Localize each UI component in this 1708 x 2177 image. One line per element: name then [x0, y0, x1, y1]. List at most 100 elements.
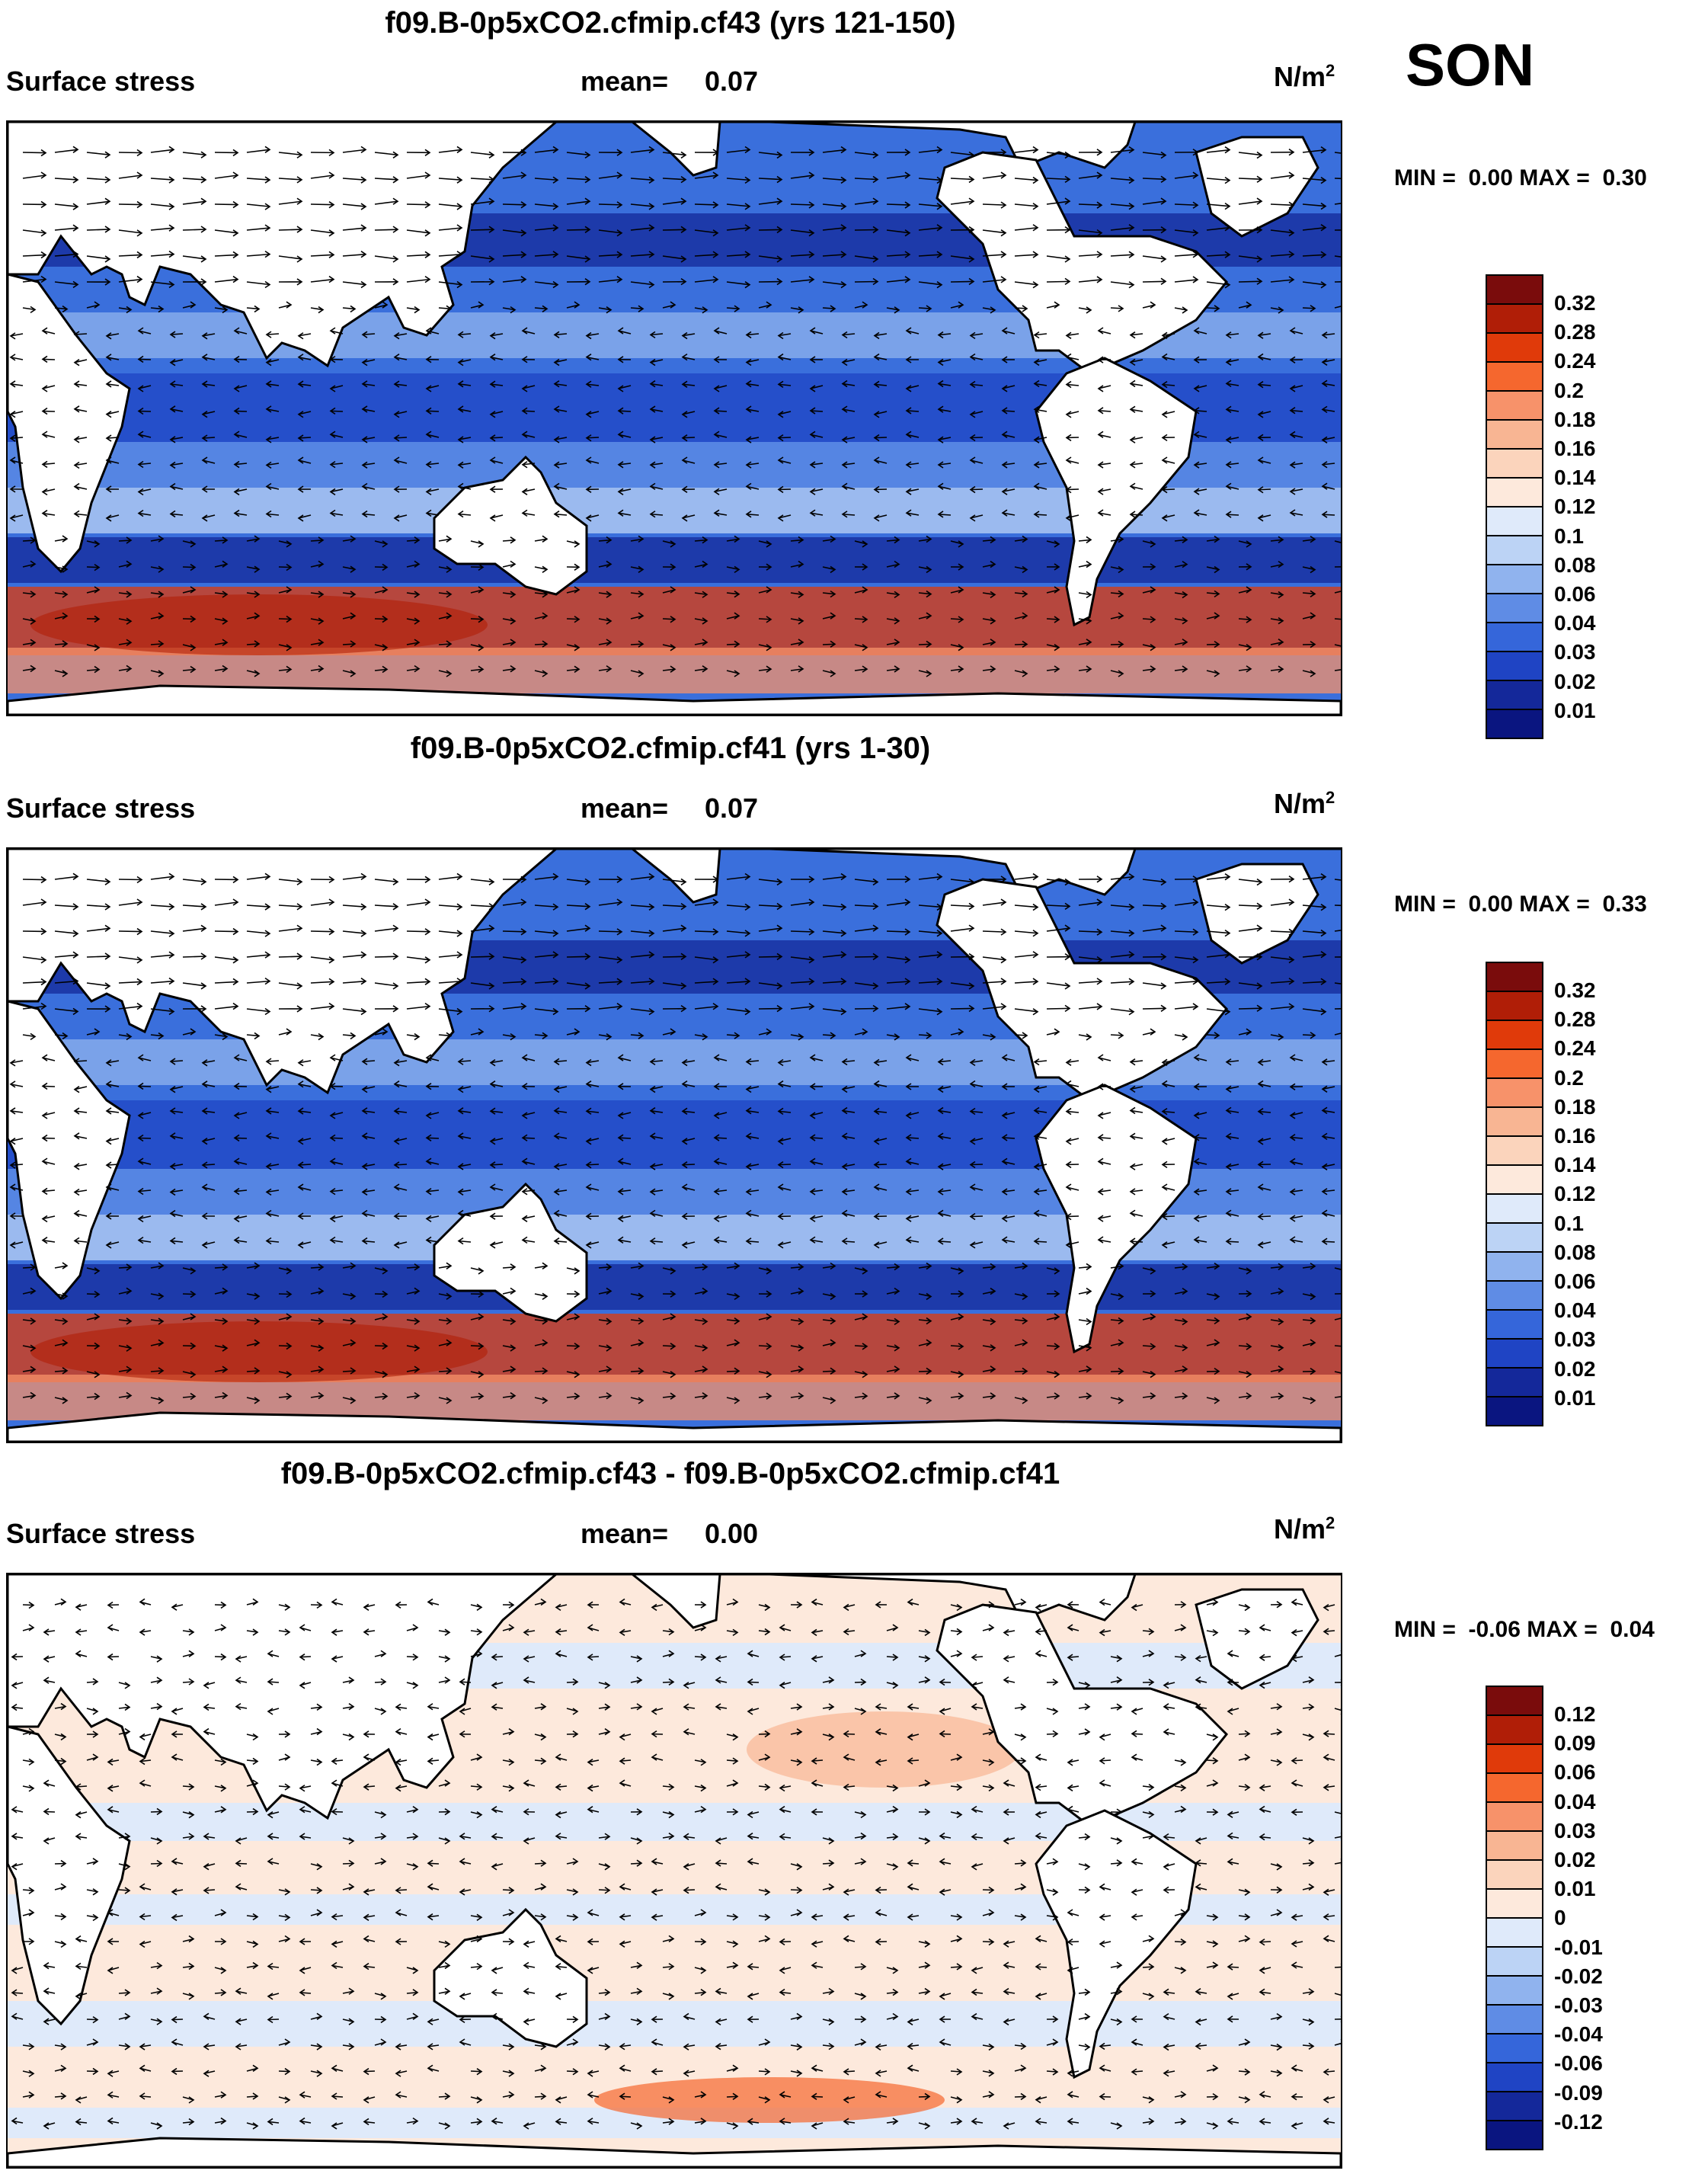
stress-arrowhead — [809, 1112, 816, 1119]
stress-arrowhead — [649, 358, 656, 367]
stress-arrow — [982, 1345, 996, 1349]
stress-arrow — [1322, 1189, 1335, 1193]
stress-arrowhead — [700, 1938, 707, 1946]
stress-arrowhead — [1163, 1728, 1169, 1736]
stress-arrow — [202, 437, 216, 439]
stress-arrow — [566, 255, 590, 260]
stress-arrow — [1034, 408, 1048, 412]
stress-arrow — [1302, 1862, 1314, 1865]
stress-arrowhead — [892, 1805, 899, 1814]
stress-arrowhead — [971, 1805, 977, 1814]
stress-arrowhead — [776, 1004, 783, 1013]
stress-arrowhead — [1224, 202, 1231, 210]
stress-arrow — [1302, 1008, 1326, 1013]
stress-arrow — [490, 411, 504, 415]
stress-arrow — [650, 1189, 664, 1193]
stress-arrowhead — [1224, 903, 1231, 911]
stress-arrowhead — [444, 1779, 451, 1787]
stress-arrow — [374, 1861, 386, 1865]
stress-arrow — [438, 281, 462, 286]
stress-arrowhead — [1278, 306, 1284, 314]
stress-arrow — [426, 434, 440, 438]
stress-arrowhead — [329, 460, 336, 469]
stress-arrowhead — [329, 509, 336, 517]
stress-arrowhead — [606, 617, 613, 625]
stress-arrowhead — [446, 305, 453, 313]
stress-arrowhead — [713, 356, 720, 363]
stress-arrowhead — [457, 461, 464, 469]
stress-arrow — [214, 307, 228, 311]
stress-arrow — [1194, 463, 1207, 466]
stress-arrowhead — [1065, 331, 1072, 339]
stress-arrowhead — [584, 952, 591, 960]
stress-arrow — [1302, 226, 1326, 231]
stress-arrowhead — [1116, 1676, 1123, 1684]
stress-arrowhead — [1033, 1058, 1040, 1066]
stress-arrowhead — [1116, 1655, 1123, 1663]
stress-arrowhead — [393, 1138, 400, 1145]
stress-arrow — [586, 383, 600, 386]
stress-arrowhead — [254, 1262, 261, 1269]
stress-arrow — [1194, 385, 1207, 389]
stress-arrow — [1302, 1293, 1316, 1298]
stress-arrow — [1099, 1630, 1111, 1634]
stress-arrowhead — [809, 509, 816, 517]
stress-arrow — [1302, 670, 1316, 674]
stress-arrow — [502, 1266, 516, 1269]
landmass-americas — [936, 878, 1229, 1102]
stress-arrow — [406, 229, 430, 234]
stress-arrow — [1110, 1342, 1124, 1346]
stress-arrowhead — [414, 1263, 421, 1271]
stress-arrowhead — [156, 1655, 163, 1663]
stress-arrow — [982, 1395, 996, 1398]
stress-arrow — [1078, 563, 1092, 568]
stress-arrowhead — [444, 1837, 451, 1845]
stress-arrowhead — [744, 251, 751, 258]
stress-arrowhead — [958, 616, 964, 623]
stress-arrowhead — [811, 1940, 817, 1948]
stress-arrowhead — [478, 1343, 485, 1350]
stress-arrow — [758, 879, 782, 883]
stress-arrowhead — [30, 1317, 37, 1325]
stress-arrow — [278, 540, 292, 545]
stress-arrow — [938, 437, 952, 440]
stress-arrowhead — [508, 1601, 515, 1609]
stress-arrowhead — [1131, 1913, 1137, 1921]
stress-arrow — [246, 281, 270, 286]
stress-arrowhead — [1195, 1859, 1201, 1867]
stress-arrow — [363, 1630, 376, 1633]
stress-arrowhead — [747, 1650, 753, 1657]
stress-arrowhead — [638, 1032, 644, 1039]
stress-arrow — [630, 670, 644, 674]
stress-arrow — [1078, 1369, 1092, 1372]
stress-arrow — [278, 1915, 290, 1919]
stress-arrowhead — [105, 1161, 112, 1169]
stress-arrow — [1270, 668, 1284, 671]
stress-arrow — [427, 1915, 440, 1918]
stress-arrow — [310, 642, 324, 645]
stress-arrow — [1270, 980, 1294, 984]
stress-arrow — [790, 1290, 804, 1295]
stress-arrow — [1002, 330, 1016, 335]
stress-arrow — [918, 1656, 930, 1660]
stress-arrowhead — [808, 978, 815, 985]
stress-arrowhead — [491, 1833, 497, 1840]
stress-arrowhead — [777, 434, 784, 442]
stress-arrow — [1034, 1164, 1048, 1168]
stress-arrow — [1014, 876, 1038, 880]
stress-arrow — [54, 253, 78, 257]
stress-arrowhead — [456, 951, 463, 959]
stress-arrowhead — [700, 1988, 707, 1996]
stress-arrowhead — [1289, 356, 1296, 363]
stress-arrow — [203, 1706, 216, 1709]
stress-arrowhead — [286, 644, 293, 651]
stress-arrowhead — [41, 509, 48, 517]
stress-arrow — [150, 1810, 162, 1813]
stress-arrow — [406, 956, 430, 961]
stress-arrow — [1290, 1112, 1303, 1116]
stress-arrowhead — [1001, 1054, 1008, 1061]
stress-arrowhead — [459, 1993, 465, 2000]
stress-arrow — [790, 563, 804, 568]
stress-arrow — [843, 1915, 856, 1918]
stress-arrowhead — [841, 482, 848, 490]
